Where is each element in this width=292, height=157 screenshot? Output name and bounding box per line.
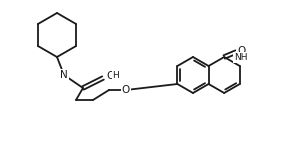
Text: H: H	[112, 71, 119, 81]
Text: O: O	[237, 46, 245, 56]
Text: O: O	[106, 71, 114, 81]
Text: O: O	[122, 85, 130, 95]
Text: NH: NH	[234, 53, 248, 62]
Text: N: N	[60, 70, 68, 80]
